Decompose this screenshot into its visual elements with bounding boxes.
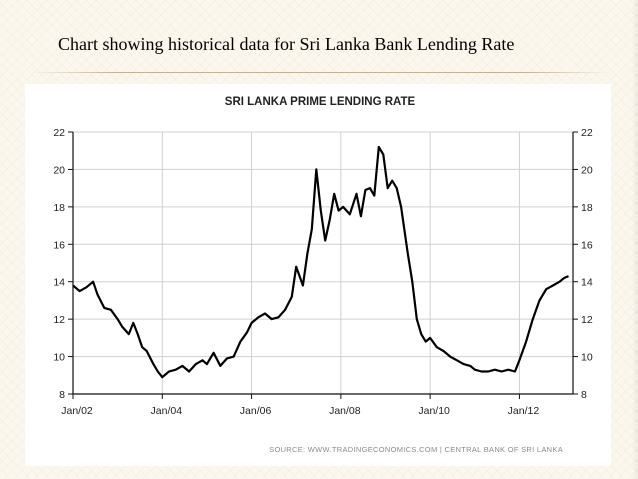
y-tick-label-right: 18 <box>581 202 593 214</box>
y-tick-label-right: 8 <box>581 389 587 401</box>
x-tick-label: Jan/12 <box>508 405 540 417</box>
y-tick-label-right: 14 <box>581 277 593 289</box>
y-tick-label-right: 22 <box>581 127 593 139</box>
chart-panel: SRI LANKA PRIME LENDING RATE 8 8 10 10 12 12 1… <box>25 84 611 466</box>
y-tick-label-right: 10 <box>581 352 593 364</box>
series-line-prime-lending-rate <box>72 145 569 379</box>
tick-labels: 8 8 10 10 12 12 14 14 16 16 18 18 20 20 22 22 Jan/02 Jan/… <box>53 127 593 417</box>
y-tick-label-left: 14 <box>53 277 65 289</box>
x-tick-label: Jan/10 <box>418 405 450 417</box>
y-tick-label-right: 20 <box>581 164 593 176</box>
y-tick-label-left: 18 <box>53 202 65 214</box>
x-tick-label: Jan/04 <box>151 405 183 417</box>
y-tick-label-left: 16 <box>53 239 65 251</box>
slide-title: Chart showing historical data for Sri La… <box>58 34 515 54</box>
gridlines <box>72 131 573 395</box>
series-layer <box>72 145 569 379</box>
slide-edge-shadow <box>632 0 638 479</box>
chart-source: SOURCE: WWW.TRADINGECONOMICS.COM | CENTR… <box>269 445 563 454</box>
y-tick-label-left: 10 <box>53 352 65 364</box>
chart-title: SRI LANKA PRIME LENDING RATE <box>225 96 416 108</box>
y-tick-label-left: 22 <box>53 127 65 139</box>
y-tick-label-left: 12 <box>53 314 65 326</box>
x-tick-label: Jan/02 <box>61 405 93 417</box>
axes <box>68 131 578 399</box>
y-tick-label-right: 16 <box>581 239 593 251</box>
x-tick-label: Jan/08 <box>329 405 361 417</box>
y-tick-label-left: 20 <box>53 164 65 176</box>
y-tick-label-right: 12 <box>581 314 593 326</box>
y-tick-label-left: 8 <box>59 389 65 401</box>
title-divider <box>30 72 610 73</box>
x-tick-label: Jan/06 <box>240 405 272 417</box>
line-chart: SRI LANKA PRIME LENDING RATE 8 8 10 10 12 12 1… <box>53 96 593 454</box>
